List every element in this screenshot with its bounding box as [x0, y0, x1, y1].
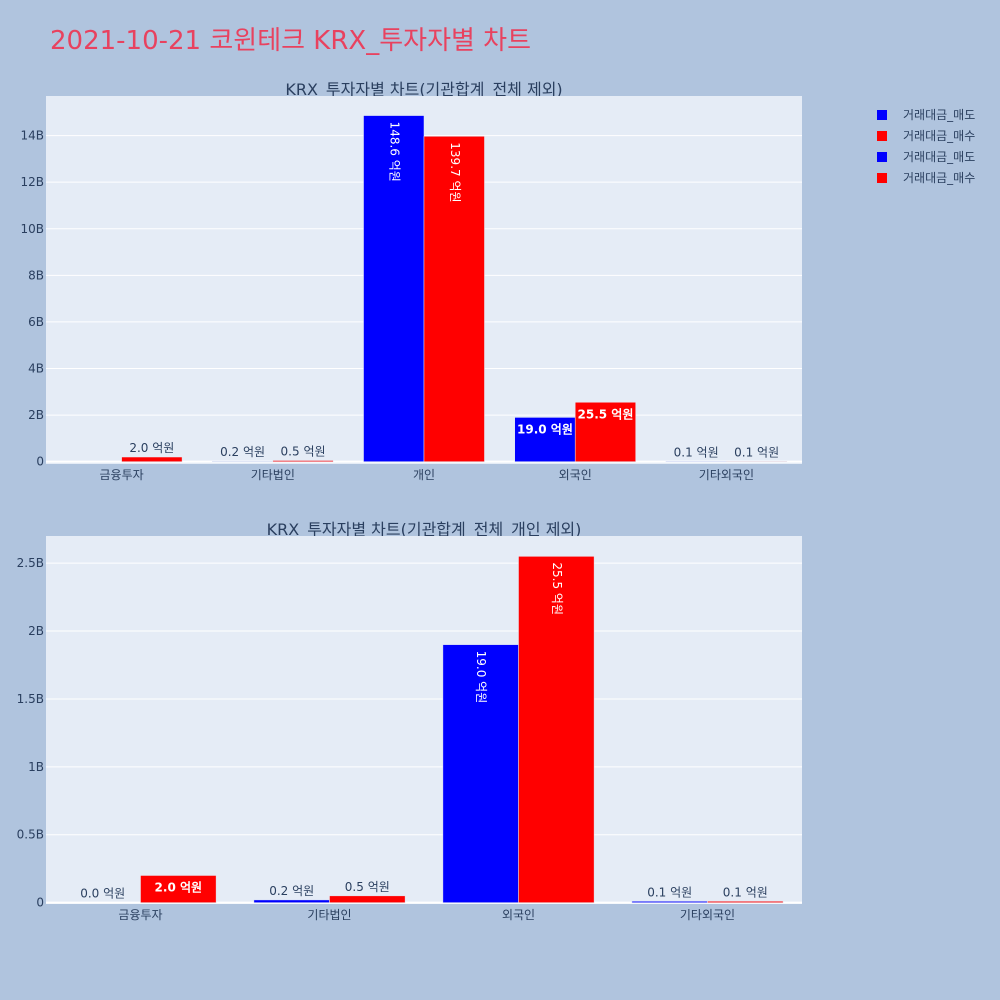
- x-tick-label: 금융투자: [100, 468, 144, 482]
- data-label: 25.5 억원: [550, 562, 564, 615]
- data-label: 19.0 억원: [474, 651, 488, 704]
- y-tick-label: 4B: [28, 362, 44, 376]
- data-label: 0.1 억원: [723, 885, 768, 899]
- data-label: 0.1 억원: [647, 885, 692, 899]
- y-tick-label: 14B: [20, 129, 44, 143]
- y-tick-label: 10B: [20, 222, 44, 236]
- legend-swatch: [877, 110, 887, 120]
- legend-label: 거래대금_매수: [903, 129, 975, 143]
- y-tick-label: 2B: [28, 408, 44, 422]
- x-tick-label: 기타법인: [251, 468, 295, 482]
- y-tick-label: 0: [36, 896, 44, 910]
- bar[interactable]: [329, 895, 406, 903]
- x-tick-label: 외국인: [502, 908, 535, 922]
- y-tick-label: 2.5B: [17, 556, 44, 570]
- x-tick-label: 외국인: [559, 468, 592, 482]
- legend-swatch: [877, 131, 887, 141]
- bar[interactable]: [574, 402, 636, 462]
- legend-label: 거래대금_매수: [903, 171, 975, 185]
- chart-top: KRX_투자자별 차트(기관합계_전체 제외) 0 2B 4B 6B 8B 10B 12B 1…: [20, 80, 802, 482]
- bar[interactable]: [631, 901, 708, 903]
- bar[interactable]: [253, 899, 330, 903]
- legend-label: 거래대금_매도: [903, 108, 975, 122]
- legend-label: 거래대금_매도: [903, 150, 975, 164]
- chart-bottom: KRX_투자자별 차트(기관합계_전체_개인 제외) 0 0.5B 1B 1.5B 2B…: [17, 520, 802, 922]
- data-label: 0.0 억원: [80, 887, 125, 901]
- data-label: 0.2 억원: [220, 445, 265, 459]
- legend-swatch: [877, 173, 887, 183]
- bar[interactable]: [423, 136, 485, 462]
- chart-title: KRX_투자자별 차트(기관합계_전체_개인 제외): [267, 520, 582, 540]
- bar[interactable]: [363, 115, 425, 462]
- x-tick-label: 개인: [413, 468, 435, 482]
- x-tick-label: 기타외국인: [699, 468, 754, 482]
- bar[interactable]: [442, 644, 519, 903]
- y-tick-label: 6B: [28, 315, 44, 329]
- x-tick-label: 기타외국인: [680, 908, 735, 922]
- data-label: 0.5 억원: [281, 445, 326, 459]
- bar[interactable]: [707, 901, 784, 903]
- y-tick-label: 1B: [28, 760, 44, 774]
- bar[interactable]: [518, 556, 595, 903]
- y-tick-label: 1.5B: [17, 692, 44, 706]
- bar[interactable]: [514, 417, 576, 462]
- data-label: 0.1 억원: [734, 445, 779, 459]
- bar[interactable]: [272, 460, 334, 462]
- data-label: 2.0 억원: [155, 880, 203, 894]
- y-tick-label: 0: [36, 455, 44, 469]
- y-tick-label: 0.5B: [17, 828, 44, 842]
- plot-area: [46, 536, 802, 904]
- data-label: 0.1 억원: [674, 445, 719, 459]
- data-label: 2.0 억원: [129, 441, 174, 455]
- x-tick-label: 기타법인: [307, 908, 351, 922]
- data-label: 25.5 억원: [578, 407, 634, 421]
- x-tick-label: 금융투자: [118, 908, 162, 922]
- legend-swatch: [877, 152, 887, 162]
- bar[interactable]: [140, 875, 217, 903]
- data-label: 139.7 억원: [448, 142, 462, 202]
- y-tick-label: 8B: [28, 268, 44, 282]
- data-label: 0.2 억원: [269, 884, 314, 898]
- y-tick-label: 12B: [20, 175, 44, 189]
- y-tick-label: 2B: [28, 624, 44, 638]
- data-label: 0.5 억원: [345, 880, 390, 894]
- data-label: 148.6 억원: [387, 122, 401, 182]
- chart-title: KRX_투자자별 차트(기관합계_전체 제외): [285, 80, 562, 100]
- data-label: 19.0 억원: [517, 422, 573, 436]
- bar[interactable]: [121, 456, 183, 462]
- main-title: 2021-10-21 코윈테크 KRX_투자자별 차트: [50, 26, 531, 56]
